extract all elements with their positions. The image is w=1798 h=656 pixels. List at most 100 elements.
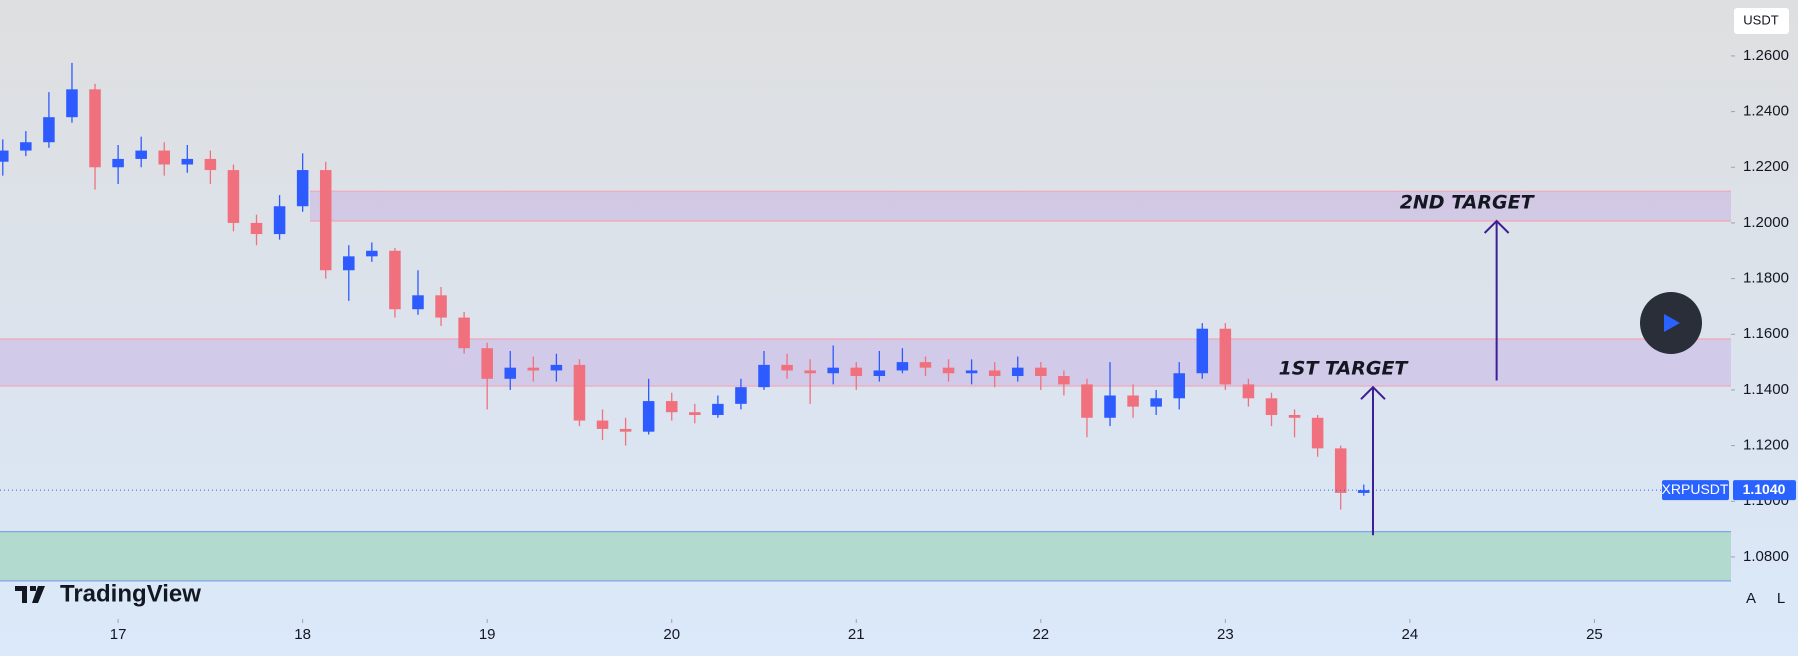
zone	[310, 191, 1732, 221]
price-box	[1733, 480, 1796, 501]
candle-body	[896, 362, 909, 371]
axis-button[interactable]: A	[1746, 590, 1756, 607]
candle-body	[89, 89, 101, 168]
candle-body	[1173, 373, 1185, 399]
candle-body	[1058, 376, 1070, 385]
symbol-box	[1662, 480, 1729, 501]
candle-body	[1311, 417, 1324, 449]
candle-body	[1196, 328, 1209, 374]
candle-body	[919, 362, 932, 368]
candle-body	[389, 250, 401, 310]
candle-body	[1011, 367, 1024, 377]
zone	[0, 339, 1731, 387]
candle-body	[527, 367, 540, 371]
candle-body	[988, 370, 1001, 377]
candle-body	[435, 295, 447, 318]
candle-body	[1150, 398, 1162, 407]
y-tick-label: 1.1400	[1743, 381, 1789, 398]
candle-body	[758, 364, 770, 388]
candle-body	[158, 150, 171, 165]
x-tick-label: 18	[294, 626, 311, 643]
candle-body	[873, 370, 886, 377]
candle-body	[827, 367, 839, 374]
candle-body	[781, 364, 793, 371]
candle-body	[1081, 384, 1093, 418]
candle-body	[66, 89, 78, 118]
watermark-logo	[15, 586, 45, 603]
x-tick-label: 21	[848, 626, 865, 643]
x-tick-label: 22	[1032, 626, 1049, 643]
candle-body	[965, 370, 978, 374]
candle-body	[204, 158, 217, 171]
candle-body	[689, 412, 701, 415]
watermark-text: TradingView	[60, 580, 201, 607]
candle-body	[250, 222, 263, 235]
currency[interactable]: USDT	[1743, 12, 1778, 27]
play-button[interactable]	[1640, 292, 1702, 354]
candle-body	[227, 170, 240, 223]
candle-body	[1334, 448, 1347, 493]
candle-body	[112, 158, 124, 168]
candle-body	[20, 142, 32, 151]
candle-body	[343, 256, 355, 271]
candle-body	[481, 348, 493, 379]
candle-body	[735, 387, 747, 404]
price-label: 1.1040	[1743, 481, 1786, 497]
x-tick-label: 24	[1402, 626, 1419, 643]
y-tick-label: 1.2600	[1743, 47, 1789, 64]
candle-body	[412, 295, 424, 310]
candle-body	[1265, 398, 1278, 415]
candle-body	[596, 420, 609, 429]
currency-box[interactable]	[1734, 8, 1789, 34]
candle-body	[319, 170, 332, 271]
axis-button[interactable]: L	[1777, 590, 1785, 607]
target-arrowhead	[1360, 385, 1386, 400]
y-tick-label: 1.2200	[1743, 158, 1789, 175]
play-icon[interactable]	[1664, 314, 1680, 332]
zone	[0, 531, 1731, 581]
y-tick-label: 1.1800	[1743, 270, 1789, 287]
watermark: TradingView	[15, 580, 201, 607]
candle-body	[642, 401, 655, 432]
target-arrowhead	[1483, 219, 1510, 234]
candle-body	[296, 170, 309, 207]
candle-body	[1357, 490, 1370, 493]
candle-body	[504, 367, 517, 379]
candle-body	[273, 206, 286, 235]
candle-body	[366, 250, 378, 257]
y-tick-label: 1.2000	[1743, 214, 1789, 231]
plot-layer: 1.08001.10001.12001.14001.16001.18001.20…	[0, 47, 1796, 643]
x-tick-label: 17	[110, 626, 127, 643]
x-tick-label: 25	[1586, 626, 1603, 643]
candle-body	[1219, 328, 1232, 385]
x-tick-label: 19	[479, 626, 496, 643]
x-tick-label: 23	[1217, 626, 1234, 643]
candle-body	[1242, 384, 1255, 399]
candle-body	[458, 317, 470, 349]
candle-body	[1104, 395, 1116, 418]
target-label: 2ND TARGET	[1400, 191, 1536, 213]
candle-body	[181, 158, 194, 165]
candle-body	[712, 403, 724, 415]
y-tick-label: 1.2400	[1743, 103, 1789, 120]
candle-body	[135, 150, 147, 159]
candle-body	[1035, 367, 1047, 377]
y-tick-label: 1.1600	[1743, 325, 1789, 342]
target-label: 1ST TARGET	[1279, 358, 1410, 380]
candle-body	[43, 117, 55, 143]
candle-body	[619, 428, 632, 432]
candle-body	[1288, 414, 1301, 418]
candle-body	[0, 150, 9, 162]
y-tick-label: 1.0800	[1743, 548, 1789, 565]
candle-body	[1127, 395, 1139, 407]
candle-body	[550, 364, 563, 371]
y-tick-label: 1.1200	[1743, 437, 1789, 454]
candle-body	[850, 367, 863, 377]
candle-body	[573, 364, 586, 421]
candle-body	[665, 401, 678, 413]
x-tick-label: 20	[663, 626, 680, 643]
candle-body	[942, 367, 955, 374]
candle-body	[804, 370, 816, 374]
